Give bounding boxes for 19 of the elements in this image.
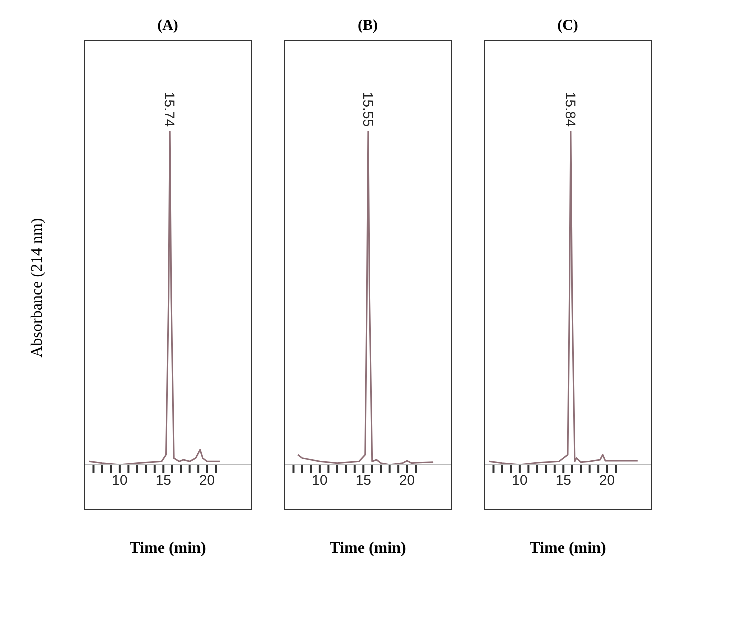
y-axis-title: Absorbance (214 nm) xyxy=(29,218,47,358)
chart-title: (A) xyxy=(158,18,178,36)
chart-title: (B) xyxy=(358,18,378,36)
x-tick-label: 15 xyxy=(156,472,172,488)
x-tick-label: 15 xyxy=(356,472,372,488)
x-tick-label: 10 xyxy=(512,472,528,488)
x-axis-title: Time (min) xyxy=(330,540,406,558)
chart-title: (C) xyxy=(558,18,578,36)
x-tick-label: 20 xyxy=(200,472,216,488)
annotation: 15.84 xyxy=(562,92,579,128)
annotation: 15.74 xyxy=(162,92,178,128)
x-tick-label: 20 xyxy=(600,472,616,488)
x-axis-title: Time (min) xyxy=(130,540,206,558)
annotation: 15.55 xyxy=(360,92,376,128)
x-tick-label: 15 xyxy=(556,472,572,488)
x-tick-label: 20 xyxy=(400,472,416,488)
x-tick-label: 10 xyxy=(112,472,128,488)
x-axis-title: Time (min) xyxy=(530,540,606,558)
x-tick-label: 10 xyxy=(312,472,328,488)
